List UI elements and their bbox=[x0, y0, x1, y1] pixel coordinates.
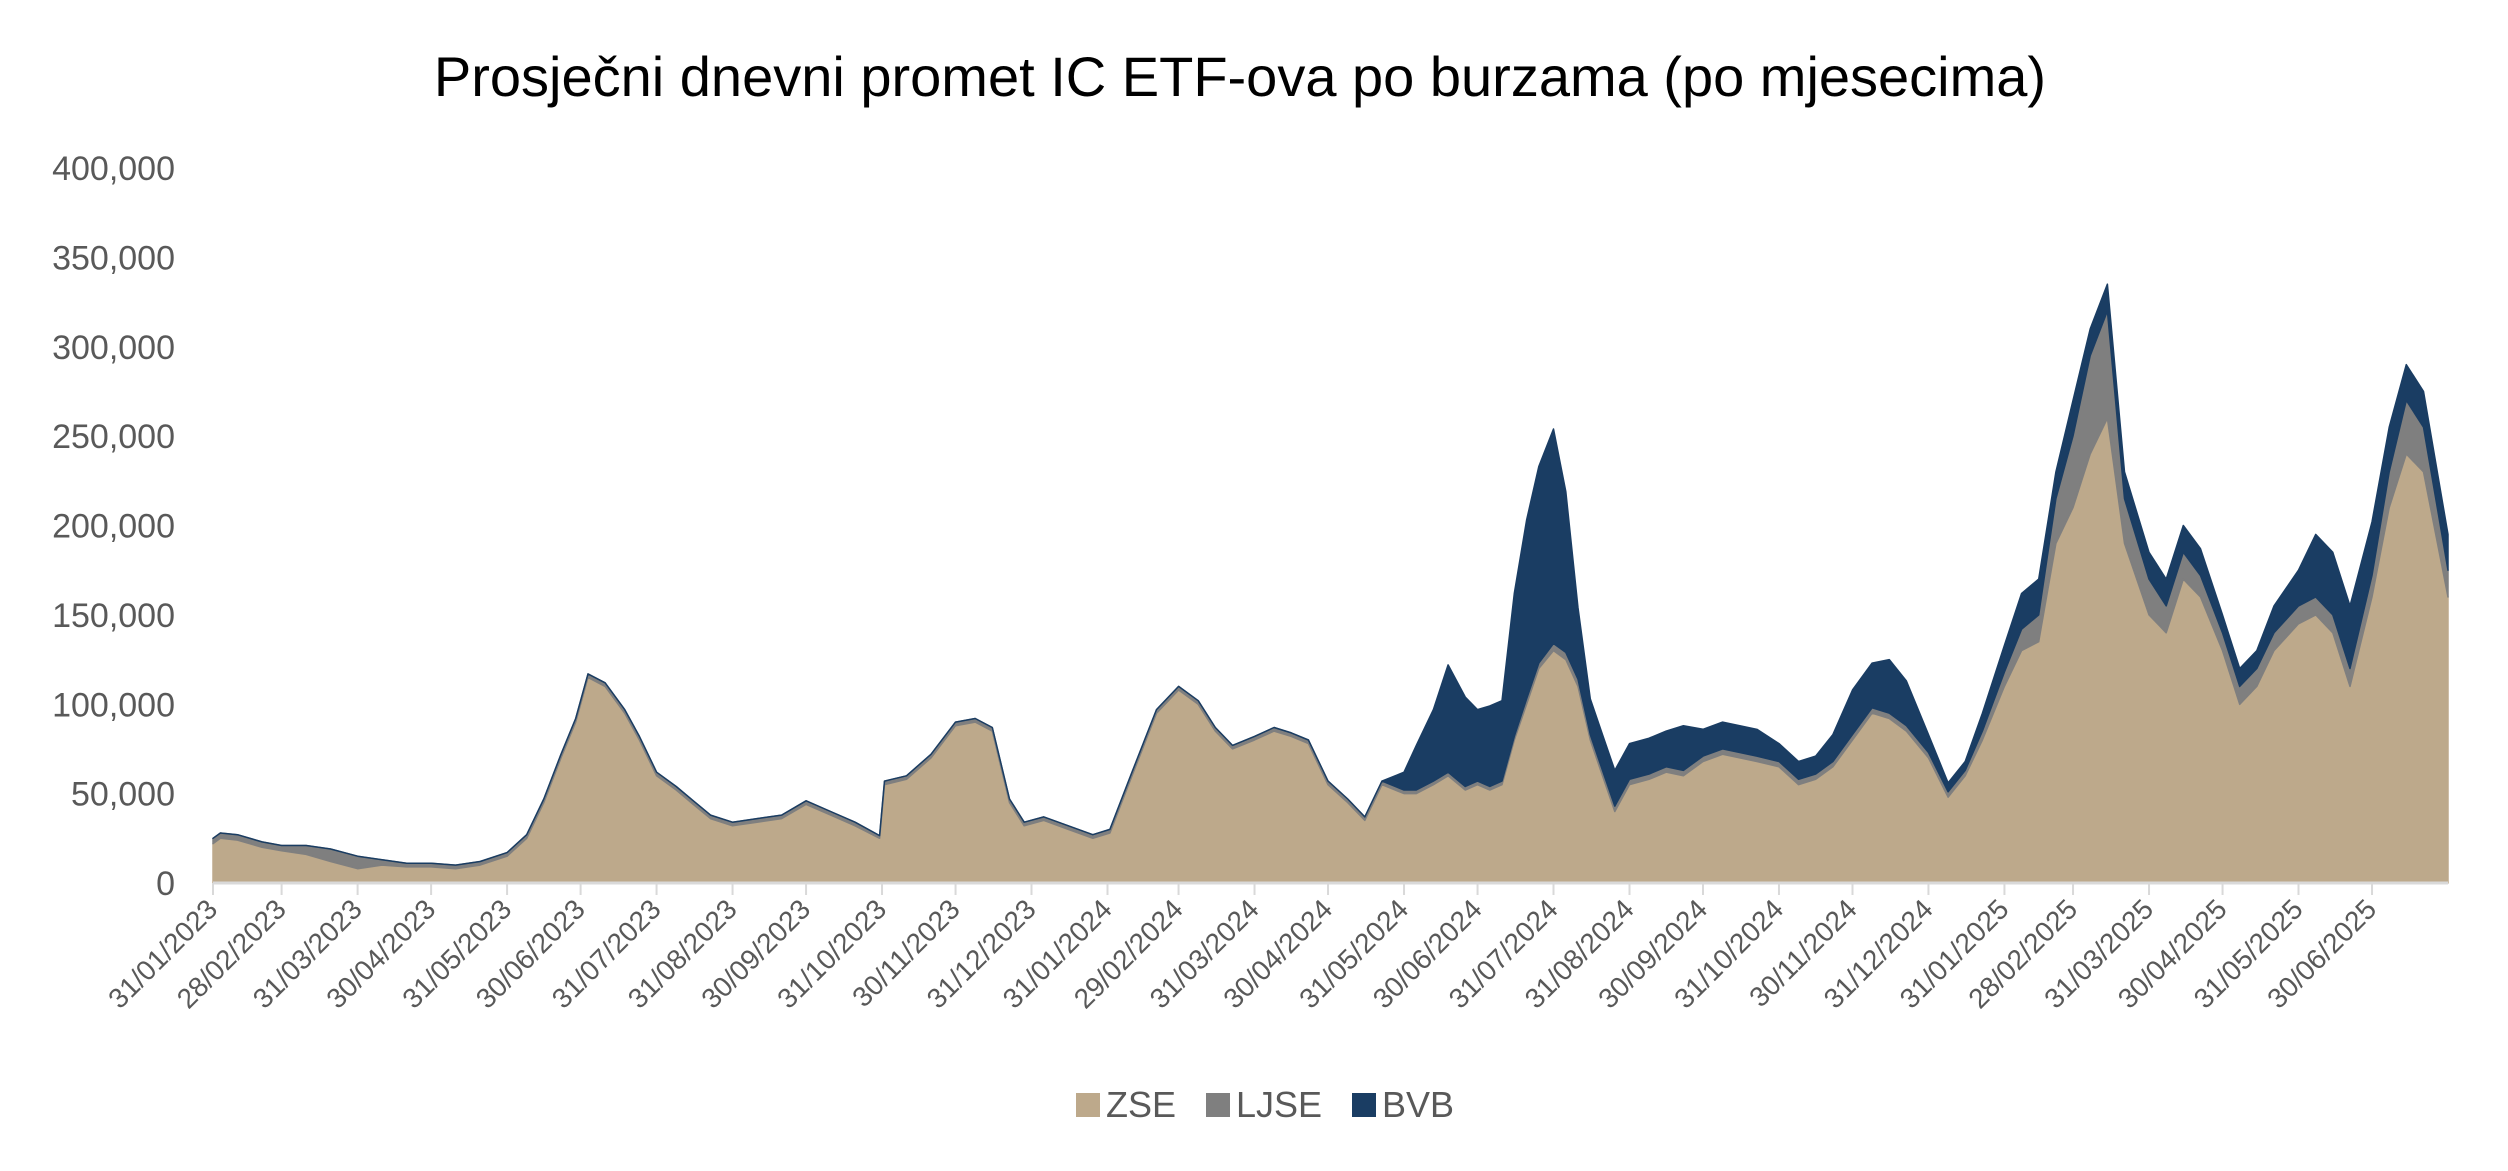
y-tick-label: 250,000 bbox=[52, 418, 175, 456]
y-axis-ticks: 0 50,000 100,000 150,000 200,000 250,000 300,0… bbox=[52, 150, 175, 903]
area-series-bvb bbox=[212, 283, 2449, 866]
legend: ZSE LJSE BVB bbox=[1076, 1084, 1454, 1125]
legend-swatch-zse bbox=[1076, 1093, 1100, 1117]
legend-label-ljse: LJSE bbox=[1236, 1084, 1322, 1125]
chart-title: Prosječni dnevni promet IC ETF-ova po bu… bbox=[434, 45, 2046, 108]
legend-swatch-bvb bbox=[1352, 1093, 1376, 1117]
y-tick-label: 400,000 bbox=[52, 150, 175, 188]
legend-label-zse: ZSE bbox=[1106, 1084, 1176, 1125]
y-tick-label: 200,000 bbox=[52, 508, 175, 546]
x-axis-ticks: 31/01/202328/02/202331/03/202330/04/2023… bbox=[102, 883, 2382, 1014]
plot-areas bbox=[212, 283, 2449, 884]
y-tick-label: 350,000 bbox=[52, 239, 175, 277]
legend-label-bvb: BVB bbox=[1382, 1084, 1454, 1125]
y-tick-label: 300,000 bbox=[52, 329, 175, 367]
y-tick-label: 50,000 bbox=[71, 776, 175, 814]
area-series-zse bbox=[212, 417, 2449, 884]
y-tick-label: 150,000 bbox=[52, 597, 175, 635]
y-tick-label: 100,000 bbox=[52, 686, 175, 724]
legend-swatch-ljse bbox=[1206, 1093, 1230, 1117]
y-tick-label: 0 bbox=[156, 865, 175, 903]
